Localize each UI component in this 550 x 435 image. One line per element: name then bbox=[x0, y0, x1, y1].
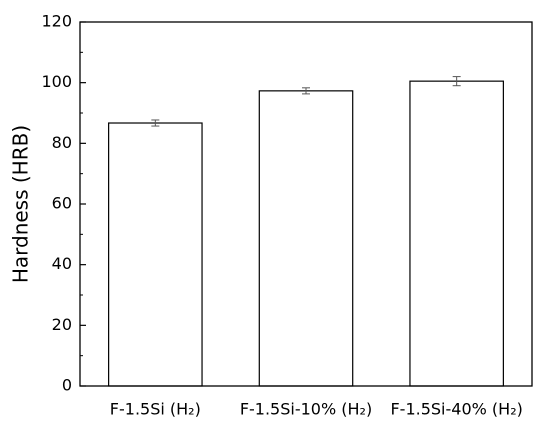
y-tick-label: 100 bbox=[41, 72, 72, 91]
x-tick-label: F-1.5Si-40% (H₂) bbox=[390, 400, 522, 419]
error-bar bbox=[452, 76, 461, 87]
plot-frame bbox=[79, 21, 533, 387]
error-bar bbox=[151, 119, 160, 127]
x-tick-label: F-1.5Si-10% (H₂) bbox=[240, 400, 372, 419]
y-tick-label: 60 bbox=[52, 194, 72, 213]
y-tick-label: 40 bbox=[52, 254, 72, 273]
x-tick-label: F-1.5Si (H₂) bbox=[110, 400, 201, 419]
bar bbox=[409, 80, 504, 387]
y-axis-label: Hardness (HRB) bbox=[9, 125, 33, 283]
y-tick-label: 20 bbox=[52, 315, 72, 334]
error-bar bbox=[302, 87, 310, 95]
bar bbox=[108, 122, 203, 387]
bar bbox=[258, 90, 354, 387]
y-tick-label: 80 bbox=[52, 133, 72, 152]
y-tick-label: 0 bbox=[62, 376, 72, 395]
y-tick-label: 120 bbox=[41, 12, 72, 31]
